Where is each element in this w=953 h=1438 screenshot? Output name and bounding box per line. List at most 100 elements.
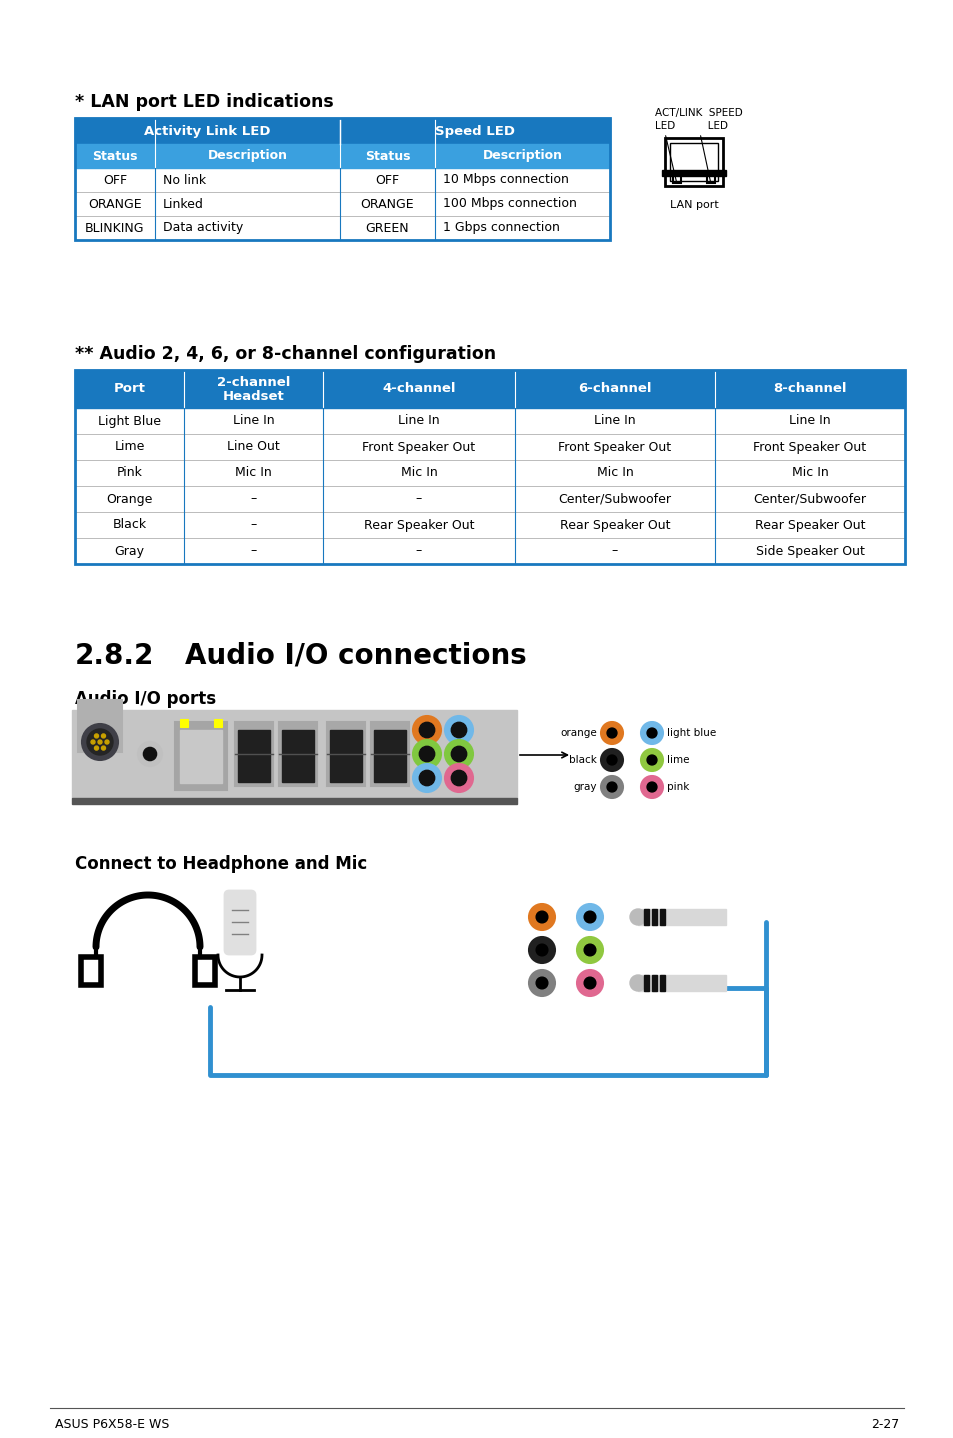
Text: ** Audio 2, 4, 6, or 8-channel configuration: ** Audio 2, 4, 6, or 8-channel configura…: [75, 345, 496, 362]
Bar: [71, 798, 517, 804]
Bar: [651, 909, 657, 925]
Circle shape: [413, 741, 440, 768]
Text: Speed LED: Speed LED: [435, 125, 515, 138]
Circle shape: [94, 746, 98, 751]
Bar: [659, 975, 664, 991]
Text: Black: Black: [112, 519, 147, 532]
Text: Description: Description: [482, 150, 562, 162]
Circle shape: [646, 755, 657, 765]
Text: Gray: Gray: [114, 545, 144, 558]
Bar: [664, 138, 722, 186]
Circle shape: [94, 733, 98, 738]
Text: Front Speaker Out: Front Speaker Out: [753, 440, 865, 453]
Bar: [71, 710, 517, 798]
Bar: [374, 756, 406, 782]
FancyBboxPatch shape: [225, 892, 254, 953]
Text: Linked: Linked: [163, 197, 204, 210]
Text: pink: pink: [666, 782, 689, 792]
Circle shape: [640, 777, 662, 798]
Text: light blue: light blue: [666, 728, 716, 738]
Text: Audio I/O ports: Audio I/O ports: [75, 690, 216, 707]
Text: Orange: Orange: [106, 492, 152, 506]
Text: Line In: Line In: [233, 414, 274, 427]
Circle shape: [600, 777, 622, 798]
Circle shape: [600, 722, 622, 743]
Bar: [237, 756, 270, 782]
Circle shape: [444, 741, 473, 768]
Text: Mic In: Mic In: [596, 466, 633, 479]
Bar: [75, 486, 904, 512]
Circle shape: [646, 782, 657, 792]
Circle shape: [583, 912, 596, 923]
Circle shape: [606, 782, 617, 792]
Bar: [659, 909, 664, 925]
Text: Audio I/O connections: Audio I/O connections: [185, 641, 526, 670]
Circle shape: [640, 749, 662, 771]
Text: Mic In: Mic In: [400, 466, 436, 479]
Circle shape: [577, 938, 602, 963]
Bar: [237, 731, 270, 756]
Text: –: –: [250, 519, 256, 532]
Bar: [282, 756, 314, 782]
Circle shape: [419, 722, 435, 738]
Bar: [706, 175, 714, 183]
Circle shape: [606, 755, 617, 765]
Text: Status: Status: [364, 150, 410, 162]
Bar: [75, 168, 609, 193]
Bar: [651, 975, 657, 991]
Text: 1 Gbps connection: 1 Gbps connection: [442, 221, 559, 234]
Bar: [75, 370, 904, 408]
Circle shape: [101, 746, 106, 751]
Circle shape: [91, 741, 95, 743]
FancyBboxPatch shape: [505, 892, 639, 1014]
Text: 4-channel: 4-channel: [382, 383, 456, 395]
Text: Lime: Lime: [114, 440, 145, 453]
Circle shape: [82, 723, 118, 761]
Circle shape: [640, 722, 662, 743]
Circle shape: [600, 749, 622, 771]
Circle shape: [536, 945, 547, 956]
Circle shape: [451, 722, 466, 738]
Text: LED          LED: LED LED: [655, 121, 727, 131]
Text: Front Speaker Out: Front Speaker Out: [362, 440, 475, 453]
Text: Pink: Pink: [116, 466, 142, 479]
Text: Status: Status: [92, 150, 137, 162]
Bar: [234, 722, 273, 787]
Circle shape: [451, 771, 466, 785]
Text: OFF: OFF: [375, 174, 399, 187]
Text: BLINKING: BLINKING: [85, 221, 145, 234]
Text: Line In: Line In: [397, 414, 439, 427]
Text: No link: No link: [163, 174, 206, 187]
Text: Light Blue: Light Blue: [98, 414, 161, 427]
Bar: [330, 756, 361, 782]
Text: Front Speaker Out: Front Speaker Out: [558, 440, 671, 453]
Text: 100 Mbps connection: 100 Mbps connection: [442, 197, 577, 210]
Bar: [174, 722, 227, 789]
Text: Description: Description: [208, 150, 287, 162]
Bar: [75, 216, 609, 240]
Bar: [661, 170, 725, 175]
Text: –: –: [250, 545, 256, 558]
Text: Center/Subwoofer: Center/Subwoofer: [558, 492, 671, 506]
Bar: [278, 722, 316, 787]
Circle shape: [529, 938, 555, 963]
Bar: [75, 434, 904, 460]
Bar: [75, 460, 904, 486]
Bar: [213, 719, 222, 728]
Circle shape: [577, 971, 602, 997]
Circle shape: [444, 716, 473, 743]
Circle shape: [138, 742, 162, 766]
Text: Line Out: Line Out: [227, 440, 279, 453]
Circle shape: [529, 971, 555, 997]
Circle shape: [646, 728, 657, 738]
Circle shape: [529, 905, 555, 930]
Bar: [371, 722, 409, 787]
Bar: [282, 731, 314, 756]
Circle shape: [536, 978, 547, 989]
Text: 2-channel: 2-channel: [216, 375, 290, 388]
Text: ASUS P6X58-E WS: ASUS P6X58-E WS: [55, 1418, 170, 1431]
Text: 6-channel: 6-channel: [578, 383, 651, 395]
FancyBboxPatch shape: [569, 710, 802, 804]
Circle shape: [105, 741, 109, 743]
Bar: [75, 408, 904, 434]
